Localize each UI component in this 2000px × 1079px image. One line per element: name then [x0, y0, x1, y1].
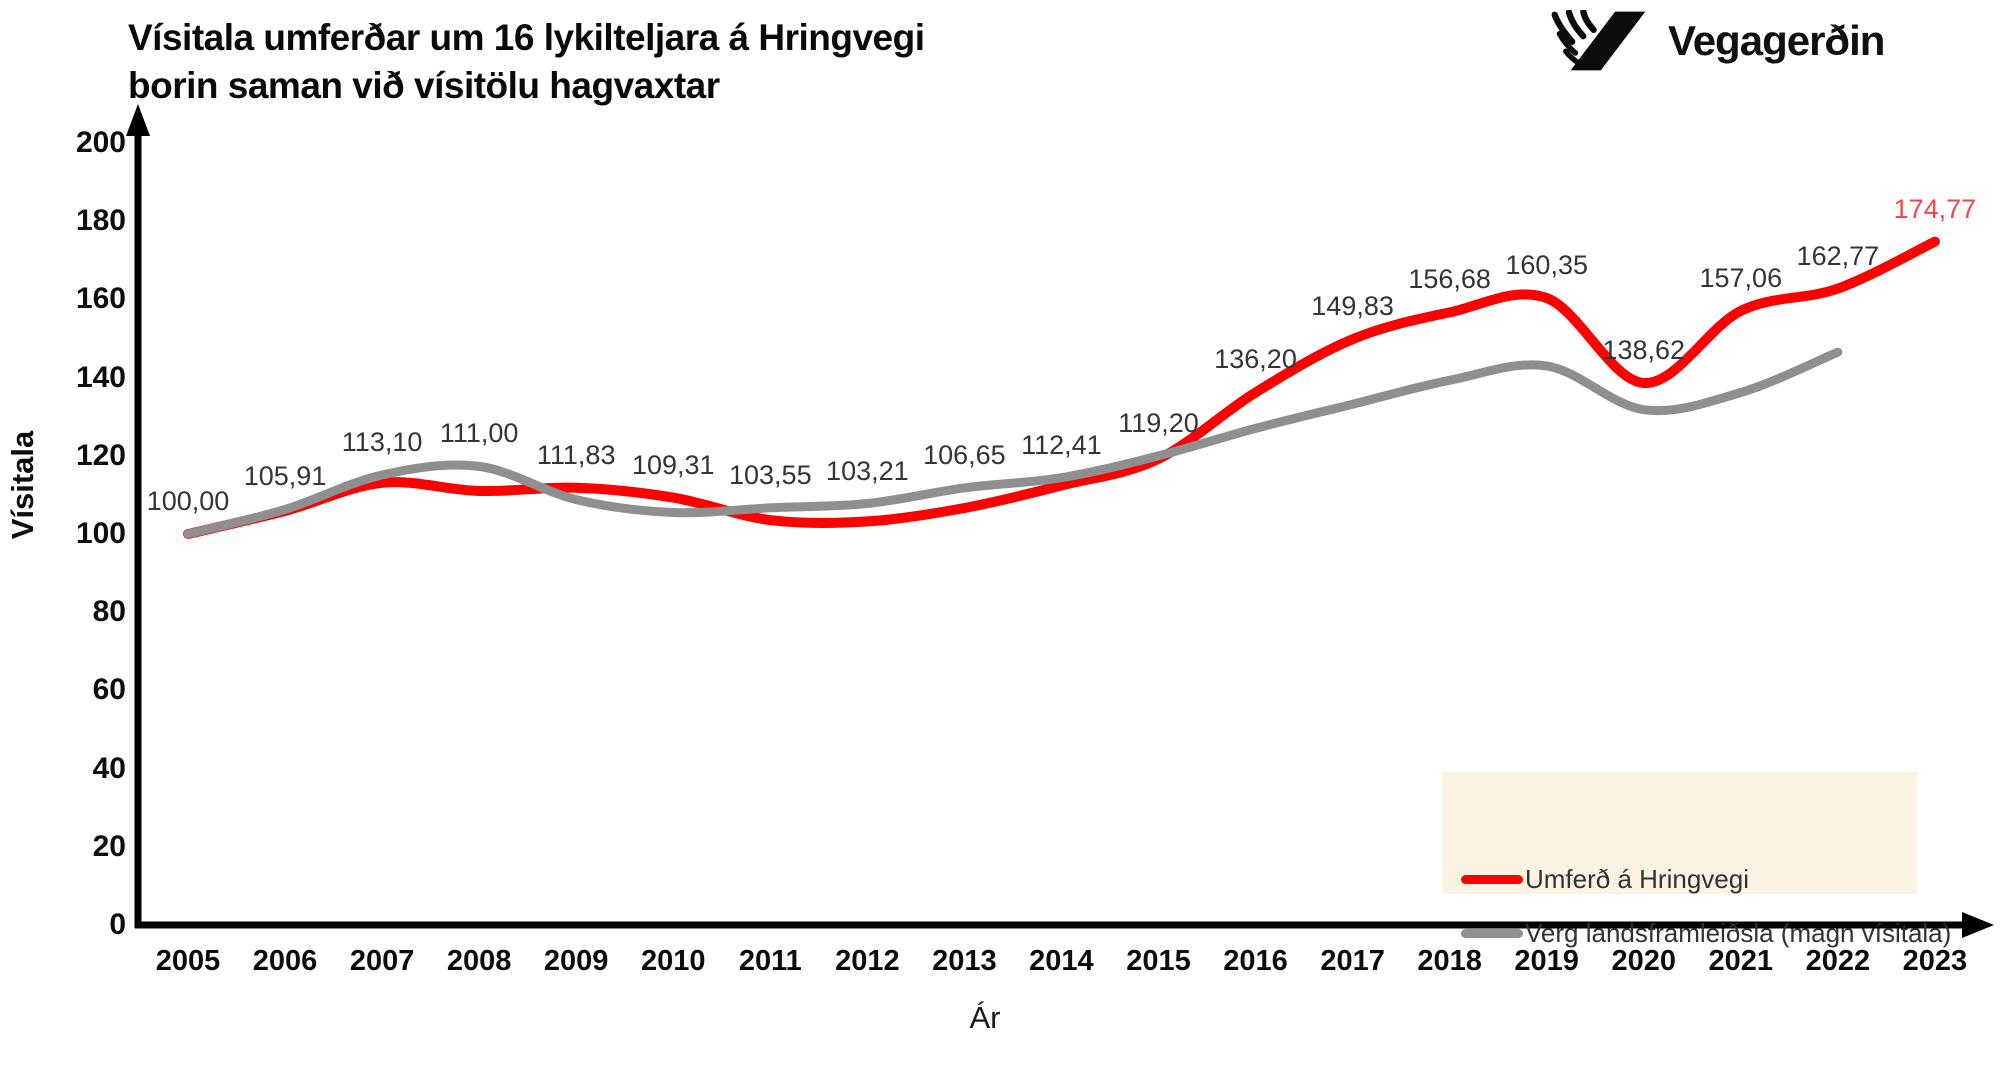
data-label: 105,91	[243, 461, 327, 492]
traffic-legend-label: Umferð á Hringvegi	[1525, 864, 1749, 894]
y-axis-arrow-icon	[126, 104, 150, 136]
data-label: 100,00	[146, 486, 230, 516]
chart-title: Vísitala umferðar um 16 lykilteljara á H…	[128, 14, 925, 110]
x-tick-label: 2009	[543, 945, 609, 977]
data-label: 162,77	[1796, 240, 1880, 271]
x-tick-label: 2019	[1514, 945, 1579, 977]
x-tick-label: 2020	[1611, 945, 1676, 977]
chart-title-line2: borin saman við vísitölu hagvaxtar	[128, 65, 720, 106]
x-tick-label: 2010	[640, 945, 706, 977]
x-tick-label: 2011	[738, 945, 802, 977]
data-label: 160,35	[1505, 250, 1588, 281]
data-label: 174,77	[1893, 193, 1977, 224]
y-tick-label: 120	[75, 438, 126, 472]
x-tick-label: 2008	[446, 945, 512, 977]
data-label: 103,55	[729, 459, 812, 490]
y-tick-label: 20	[92, 829, 126, 863]
y-tick-label: 0	[109, 908, 126, 941]
traffic-legend-swatch	[1461, 875, 1523, 884]
vegagerdin-logo: Vegagerðin	[1548, 8, 1885, 72]
legend-item-gdp: Verg landsframleiðsla (magn vísitala)	[1461, 918, 1951, 949]
chart-title-line1: Vísitala umferðar um 16 lykilteljara á H…	[128, 17, 925, 58]
data-label: 136,20	[1214, 344, 1297, 375]
data-label: 111,00	[439, 418, 519, 449]
gdp-legend-swatch	[1461, 929, 1523, 938]
y-tick-label: 180	[75, 204, 126, 238]
x-tick-label: 2021	[1708, 945, 1774, 977]
x-tick-label: 2006	[252, 945, 318, 977]
x-tick-label: 2013	[932, 945, 997, 977]
vegagerdin-logo-icon	[1548, 8, 1652, 72]
data-label: 156,68	[1408, 264, 1491, 295]
y-tick-label: 200	[75, 126, 126, 159]
data-label: 109,31	[631, 449, 715, 480]
y-tick-label: 160	[75, 282, 126, 316]
y-tick-label: 100	[75, 517, 126, 550]
x-tick-label: 2018	[1417, 945, 1482, 977]
x-tick-label: 2005	[155, 945, 221, 977]
x-tick-label: 2012	[835, 945, 900, 977]
y-tick-label: 60	[92, 673, 126, 707]
data-label: 138,62	[1602, 334, 1686, 365]
x-tick-label: 2016	[1223, 945, 1288, 977]
x-tick-label: 2017	[1320, 945, 1385, 977]
data-label: 106,65	[923, 439, 1006, 470]
data-label: 111,83	[536, 439, 616, 470]
data-label: 103,21	[826, 455, 909, 486]
x-tick-label: 2022	[1805, 945, 1871, 977]
x-axis-title: Ár	[969, 1000, 1001, 1035]
vegagerdin-logo-text: Vegagerðin	[1668, 17, 1885, 64]
y-tick-label: 40	[92, 751, 126, 785]
x-axis-arrow-icon	[1962, 912, 1994, 938]
data-label: 157,06	[1699, 262, 1783, 293]
data-label: 119,20	[1118, 407, 1199, 438]
x-tick-label: 2023	[1902, 945, 1968, 977]
data-label: 112,41	[1021, 429, 1102, 460]
x-tick-label: 2015	[1126, 945, 1191, 977]
x-tick-label: 2014	[1029, 945, 1094, 977]
data-label: 113,10	[341, 426, 423, 457]
y-tick-label: 80	[92, 595, 126, 629]
x-tick-label: 2007	[349, 945, 415, 977]
gdp-legend-label: Verg landsframleiðsla (magn vísitala)	[1525, 918, 1952, 948]
traffic-series-line	[183, 236, 1940, 539]
legend: Umferð á Hringvegi Verg landsframleiðsla…	[1442, 772, 1951, 948]
data-label: 149,83	[1311, 291, 1394, 322]
gdp-series-line	[183, 347, 1843, 539]
y-tick-label: 140	[75, 360, 126, 394]
legend-item-traffic: Umferð á Hringvegi	[1461, 864, 1749, 895]
